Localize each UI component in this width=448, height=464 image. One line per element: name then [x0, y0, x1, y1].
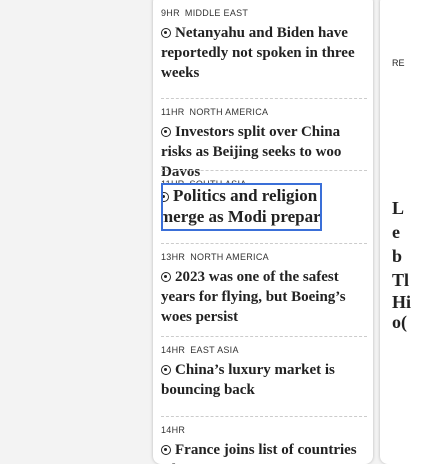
- live-icon: [161, 365, 171, 375]
- live-icon: [161, 28, 171, 38]
- region: NORTH AMERICA: [190, 252, 269, 262]
- news-item[interactable]: 9HR MIDDLE EAST Netanyahu and Biden have r…: [161, 0, 367, 83]
- item-meta: 11HR NORTH AMERICA: [161, 107, 367, 117]
- headline[interactable]: China’s luxury market is bouncing back: [161, 362, 335, 398]
- live-icon: [161, 272, 171, 282]
- headline[interactable]: 2023 was one of the safest years for fly…: [161, 269, 346, 325]
- news-item[interactable]: 14HR EAST ASIA China’s luxury market is bo…: [161, 336, 367, 400]
- time: 9HR: [161, 8, 180, 18]
- item-meta: 14HR: [161, 425, 367, 435]
- region: NORTH AMERICA: [189, 107, 269, 117]
- clipped-text: L: [392, 198, 405, 218]
- time: 14HR: [161, 345, 186, 355]
- focused-headline[interactable]: Politics and religion merge as Modi prep…: [161, 183, 322, 231]
- headline-wrap: Politics and religion merge as Modi prep…: [161, 185, 321, 229]
- headline-wrap: 2023 was one of the safest years for fly…: [161, 267, 367, 327]
- headline[interactable]: Investors split over China risks as Beij…: [161, 124, 342, 180]
- item-meta: 13HR NORTH AMERICA: [161, 252, 367, 262]
- time: 13HR: [161, 252, 186, 262]
- clipped-text: b: [392, 246, 403, 266]
- region: MIDDLE EAST: [184, 8, 249, 18]
- headline[interactable]: Netanyahu and Biden have reportedly not …: [161, 25, 355, 81]
- clipped-text: o(: [392, 312, 407, 332]
- item-meta: 14HR EAST ASIA: [161, 345, 367, 355]
- clipped-text: e: [392, 222, 400, 242]
- page: 9HR MIDDLE EAST Netanyahu and Biden have r…: [153, 0, 448, 464]
- time: 11HR: [161, 107, 185, 117]
- live-icon: [163, 192, 169, 202]
- news-item[interactable]: 14HR France joins list of countries where: [161, 416, 367, 464]
- live-icon: [161, 127, 171, 137]
- headline-wrap: Netanyahu and Biden have reportedly not …: [161, 23, 367, 83]
- headline[interactable]: France joins list of countries where: [161, 442, 357, 464]
- headline[interactable]: Politics and religion merge as Modi prep…: [161, 186, 321, 229]
- news-item[interactable]: 11HR NORTH AMERICA Investors split over Ch…: [161, 98, 367, 182]
- headline-wrap: China’s luxury market is bouncing back: [161, 360, 367, 400]
- time: 14HR: [161, 425, 186, 435]
- item-meta: 9HR MIDDLE EAST: [161, 8, 367, 18]
- news-feed: 9HR MIDDLE EAST Netanyahu and Biden have r…: [153, 0, 373, 464]
- clipped-text: Hi: [392, 292, 412, 312]
- clipped-text: RE: [392, 58, 405, 68]
- clipped-text: Tl: [392, 270, 410, 290]
- news-item[interactable]: 13HR NORTH AMERICA 2023 was one of the saf…: [161, 243, 367, 327]
- headline-wrap: Investors split over China risks as Beij…: [161, 122, 367, 182]
- region: EAST ASIA: [190, 345, 239, 355]
- headline-wrap: France joins list of countries where: [161, 440, 367, 464]
- live-icon: [161, 445, 171, 455]
